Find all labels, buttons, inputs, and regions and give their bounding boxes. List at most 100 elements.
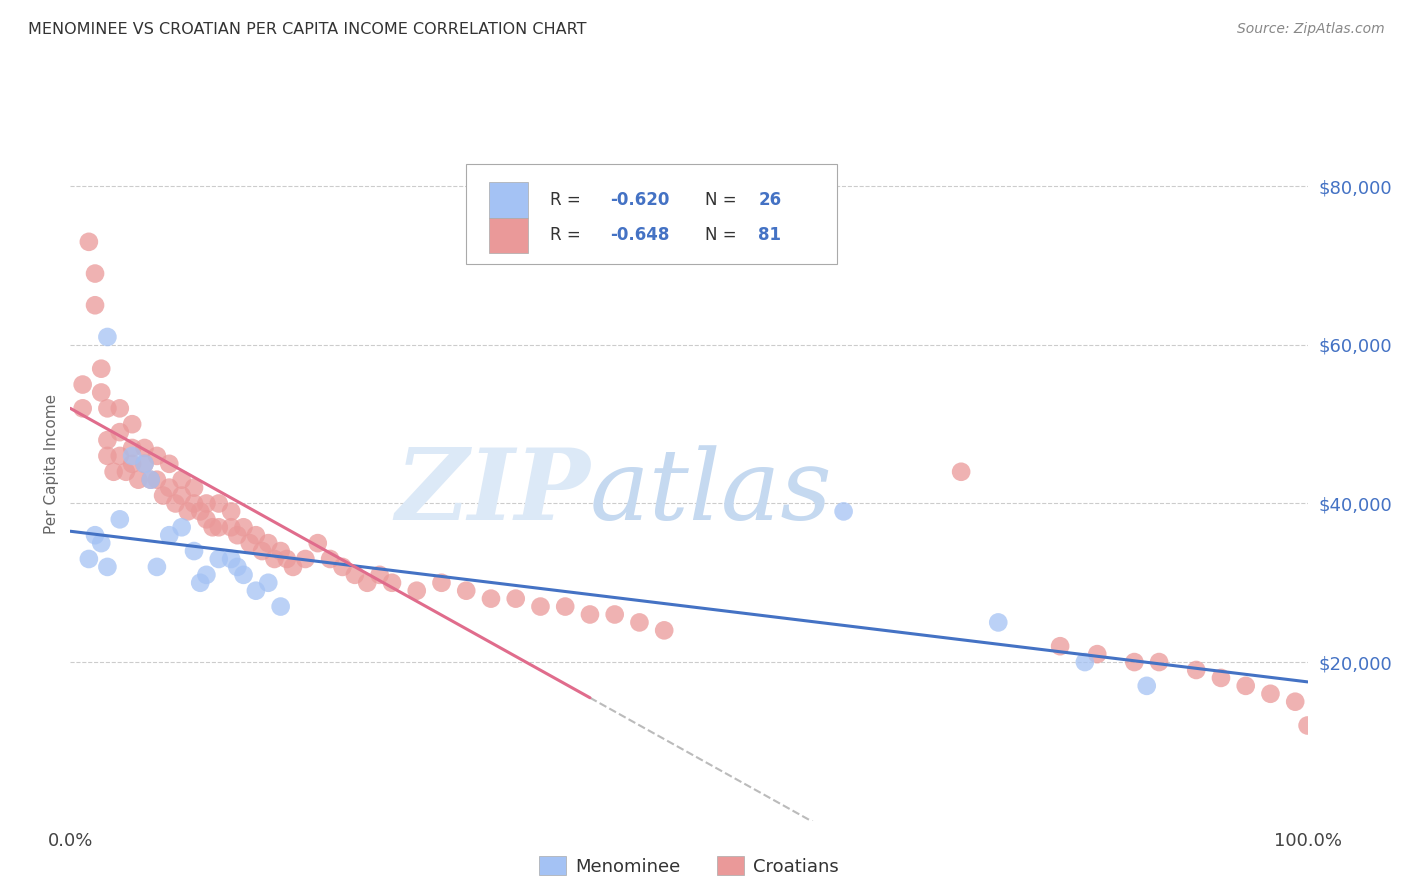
Point xyxy=(170,489,193,503)
Point xyxy=(294,552,316,566)
Point xyxy=(208,496,231,510)
Point xyxy=(146,449,169,463)
Point xyxy=(157,457,180,471)
Text: 26: 26 xyxy=(758,191,782,209)
Point xyxy=(108,401,131,416)
Point xyxy=(257,536,280,550)
Point xyxy=(90,361,112,376)
Text: Source: ZipAtlas.com: Source: ZipAtlas.com xyxy=(1237,22,1385,37)
Point xyxy=(219,520,242,534)
Point xyxy=(195,512,218,526)
Point xyxy=(108,449,131,463)
Point xyxy=(270,544,292,558)
Point xyxy=(1049,639,1071,653)
Point xyxy=(96,433,118,447)
Point xyxy=(381,575,404,590)
Point xyxy=(108,425,131,439)
Text: atlas: atlas xyxy=(591,445,832,540)
Point xyxy=(1296,718,1319,732)
Point xyxy=(245,528,267,542)
Point xyxy=(139,473,162,487)
Point xyxy=(77,552,100,566)
Text: ZIP: ZIP xyxy=(395,444,591,541)
Point xyxy=(987,615,1010,630)
Point xyxy=(1209,671,1232,685)
Text: -0.620: -0.620 xyxy=(610,191,669,209)
Point xyxy=(208,552,231,566)
Bar xyxy=(488,218,529,253)
Text: 81: 81 xyxy=(758,227,782,244)
Point xyxy=(529,599,551,614)
Bar xyxy=(488,182,529,218)
Point xyxy=(195,567,218,582)
Point xyxy=(1136,679,1159,693)
Point xyxy=(77,235,100,249)
Point xyxy=(1085,647,1108,661)
Point xyxy=(219,552,242,566)
Point xyxy=(603,607,626,622)
Point xyxy=(263,552,285,566)
Point xyxy=(950,465,973,479)
Point xyxy=(121,417,143,432)
Text: MENOMINEE VS CROATIAN PER CAPITA INCOME CORRELATION CHART: MENOMINEE VS CROATIAN PER CAPITA INCOME … xyxy=(28,22,586,37)
Point xyxy=(121,457,143,471)
Text: N =: N = xyxy=(704,227,742,244)
Point xyxy=(405,583,427,598)
Point xyxy=(177,504,200,518)
Point xyxy=(1284,695,1306,709)
Point xyxy=(319,552,342,566)
Point xyxy=(84,267,107,281)
Point xyxy=(356,575,378,590)
Point xyxy=(195,496,218,510)
Point xyxy=(1147,655,1170,669)
Point xyxy=(157,528,180,542)
Point xyxy=(1074,655,1097,669)
Text: N =: N = xyxy=(704,191,742,209)
Legend: Menominee, Croatians: Menominee, Croatians xyxy=(531,849,846,883)
Point xyxy=(832,504,855,518)
Point xyxy=(245,583,267,598)
Point xyxy=(201,520,224,534)
Point xyxy=(281,560,304,574)
Point xyxy=(170,520,193,534)
Point xyxy=(183,544,205,558)
Point xyxy=(96,449,118,463)
Point xyxy=(170,473,193,487)
Point xyxy=(554,599,576,614)
Point xyxy=(1234,679,1257,693)
Point xyxy=(368,567,391,582)
Point xyxy=(579,607,602,622)
Point xyxy=(188,575,211,590)
Point xyxy=(456,583,478,598)
Point xyxy=(134,457,156,471)
Text: -0.648: -0.648 xyxy=(610,227,669,244)
Point xyxy=(226,528,249,542)
Text: R =: R = xyxy=(550,227,586,244)
Point xyxy=(183,481,205,495)
Point xyxy=(628,615,651,630)
Point xyxy=(239,536,262,550)
Point xyxy=(127,473,149,487)
FancyBboxPatch shape xyxy=(467,164,838,264)
Point xyxy=(115,465,138,479)
Point xyxy=(103,465,125,479)
Point xyxy=(96,401,118,416)
Point xyxy=(219,504,242,518)
Point xyxy=(72,377,94,392)
Point xyxy=(232,567,254,582)
Text: R =: R = xyxy=(550,191,586,209)
Point xyxy=(121,449,143,463)
Point xyxy=(1260,687,1282,701)
Point xyxy=(108,512,131,526)
Point xyxy=(152,489,174,503)
Point xyxy=(90,536,112,550)
Point xyxy=(332,560,354,574)
Point xyxy=(157,481,180,495)
Point xyxy=(430,575,453,590)
Point xyxy=(250,544,273,558)
Point xyxy=(505,591,527,606)
Point xyxy=(1123,655,1146,669)
Point xyxy=(188,504,211,518)
Y-axis label: Per Capita Income: Per Capita Income xyxy=(44,393,59,534)
Point xyxy=(90,385,112,400)
